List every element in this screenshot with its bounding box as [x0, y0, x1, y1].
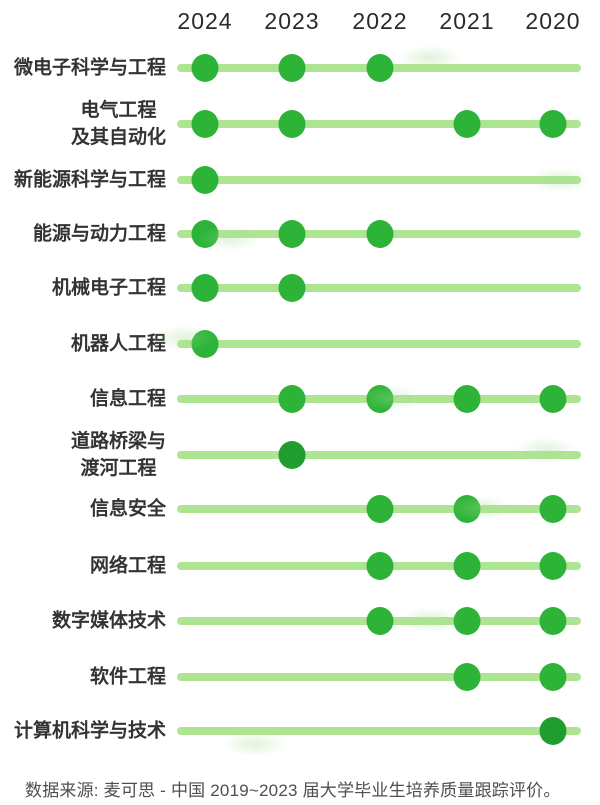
- timeline-track: [177, 284, 581, 292]
- presence-dot: [191, 54, 219, 82]
- timeline-track: [177, 176, 581, 184]
- presence-dot: [278, 274, 306, 302]
- presence-dot: [539, 663, 567, 691]
- presence-dot: [191, 274, 219, 302]
- presence-dot: [366, 607, 394, 635]
- timeline-track: [177, 673, 581, 681]
- presence-dot: [539, 717, 567, 745]
- year-label: 2023: [264, 8, 320, 34]
- row-label: 微电子科学与工程: [13, 57, 166, 79]
- presence-dot: [191, 110, 219, 138]
- presence-dot: [539, 385, 567, 413]
- row-label: 网络工程: [89, 555, 166, 577]
- presence-dot: [539, 110, 567, 138]
- presence-dot: [453, 607, 481, 635]
- row-label: 数字媒体技术: [51, 610, 166, 632]
- presence-dot: [278, 110, 306, 138]
- row-label: 信息工程: [89, 388, 166, 410]
- presence-dot: [278, 54, 306, 82]
- presence-dot: [366, 552, 394, 580]
- presence-dot: [278, 385, 306, 413]
- row-label: 道路桥梁与 渡河工程: [70, 431, 166, 479]
- row-label: 信息安全: [89, 498, 166, 520]
- row-label: 计算机科学与技术: [13, 720, 166, 742]
- presence-dot: [539, 552, 567, 580]
- presence-dot: [278, 220, 306, 248]
- presence-dot: [278, 441, 306, 469]
- presence-dot: [191, 220, 219, 248]
- presence-dot: [366, 220, 394, 248]
- row-label: 软件工程: [89, 666, 166, 688]
- presence-dot: [191, 330, 219, 358]
- watermark-blob: [513, 437, 577, 463]
- presence-dot: [453, 110, 481, 138]
- row-label: 机器人工程: [70, 333, 166, 355]
- row-label: 新能源科学与工程: [13, 169, 166, 191]
- timeline-track: [177, 451, 581, 459]
- timeline-track: [177, 340, 581, 348]
- data-source-note: 数据来源: 麦可思 - 中国 2019~2023 届大学毕业生培养质量跟踪评价。: [25, 781, 561, 800]
- presence-dot: [453, 552, 481, 580]
- presence-dot: [366, 385, 394, 413]
- year-label: 2021: [439, 8, 495, 34]
- row-label: 机械电子工程: [51, 277, 166, 299]
- presence-dot: [453, 663, 481, 691]
- row-label: 电气工程 及其自动化: [70, 100, 166, 148]
- presence-dot: [539, 495, 567, 523]
- year-label: 2022: [352, 8, 408, 34]
- presence-dot: [191, 166, 219, 194]
- presence-dot: [366, 495, 394, 523]
- presence-dot: [453, 385, 481, 413]
- presence-dot: [539, 607, 567, 635]
- presence-dot: [453, 495, 481, 523]
- timeline-track: [177, 120, 581, 128]
- presence-dot: [366, 54, 394, 82]
- timeline-track: [177, 727, 581, 735]
- year-label: 2024: [177, 8, 233, 34]
- row-label: 能源与动力工程: [32, 223, 166, 245]
- year-label: 2020: [525, 8, 581, 34]
